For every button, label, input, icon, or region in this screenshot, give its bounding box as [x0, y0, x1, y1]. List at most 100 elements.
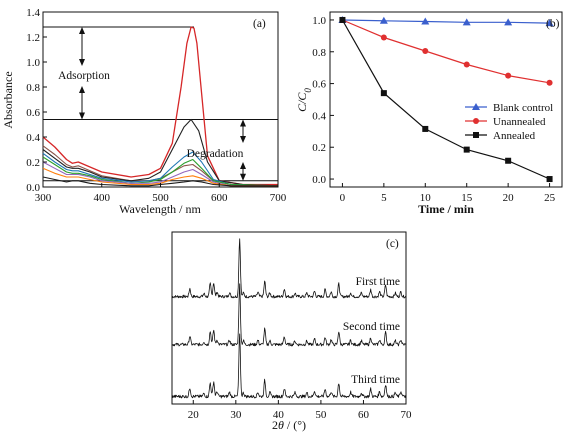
panel-a-frame	[42, 11, 279, 188]
panel-a-tick-labels: 300 400 500 600 700 0.0 0.2 0.4 0.6 0.8 1.0 1.2 1.4	[26, 7, 287, 204]
degradation-arrow-lower-head-up	[240, 162, 246, 169]
panel-b-x-tick-label: 25	[544, 192, 556, 204]
degradation-arrow-upper-head-up	[240, 119, 246, 127]
panel-a-y-tick-label: 1.2	[26, 32, 40, 44]
panel-a: 300 400 500 600 7000.00.20.40.60.81.01.21.4 …	[1, 7, 287, 216]
pattern-label-third: Third time	[351, 374, 400, 386]
panel-a-y-tick-label: 1.0	[26, 57, 40, 69]
panel-b-y-tick-label: 0.2	[312, 142, 326, 154]
data-point	[380, 34, 387, 41]
legend-label: Unannealed	[493, 116, 546, 128]
panel-a-y-tick-label: 0.2	[26, 157, 40, 169]
spectrum-line	[42, 118, 279, 187]
panel-a-x-tick-label: 300	[35, 192, 52, 204]
legend-label: Annealed	[493, 130, 536, 142]
panel-b-tick-labels: 0 5 10 15 20 25 0.0 0.2 0.4 0.6 0.8 1.0	[312, 15, 555, 204]
spectrum-line	[42, 151, 279, 187]
panel-a-x-tick-label: 500	[152, 192, 169, 204]
panel-b-y-axis-title: C/C0	[295, 88, 313, 112]
spectrum-line	[42, 26, 278, 186]
pattern-label-second: Second time	[343, 321, 400, 333]
legend-marker	[473, 132, 479, 138]
panel-a-y-tick-label: 0.4	[26, 132, 40, 144]
panel-a-x-tick-label: 700	[270, 192, 287, 204]
adsorption-arrow-lower-head-up	[79, 86, 85, 93]
xrd-pattern-line	[171, 238, 407, 299]
adsorption-arrow-upper-head-down	[79, 59, 85, 66]
data-point	[463, 146, 470, 153]
degradation-arrow-lower-head-down	[240, 173, 246, 181]
panel-b-y-tick-label: 0.6	[312, 79, 326, 91]
panel-b-x-tick-label: 15	[461, 192, 473, 204]
panel-c-frame	[171, 231, 407, 405]
panel-b-y-tick-label: 0.4	[312, 110, 326, 122]
adsorption-arrow-upper-head-up	[79, 27, 85, 34]
xrd-pattern-line	[171, 283, 407, 347]
panel-a-y-axis-title: Absorbance	[1, 71, 15, 128]
panel-a-spectra	[42, 26, 279, 187]
spectrum-line	[42, 156, 279, 187]
panel-b-x-tick-label: 5	[381, 192, 387, 204]
data-point	[379, 16, 388, 24]
panel-a-x-tick-label: 400	[94, 192, 111, 204]
panel-c-label: (c)	[386, 238, 399, 250]
data-point	[463, 61, 470, 68]
panel-b-frame	[329, 11, 563, 188]
spectrum-line	[42, 167, 278, 187]
panel-a-ticks	[42, 11, 279, 188]
panel-c-x-tick-label: 60	[358, 409, 370, 421]
series-line	[342, 19, 550, 24]
panel-b: 0 5 10 15 20 25 0.0 0.2 0.4 0.6 0.8 1.0 Blank contr…	[295, 11, 563, 216]
panel-c-x-tick-label: 70	[401, 409, 413, 421]
panel-b-label: (b)	[546, 18, 560, 30]
panel-c-x-tick-label: 20	[188, 409, 200, 421]
panel-a-label: (a)	[253, 18, 266, 30]
data-point	[505, 72, 512, 79]
legend-marker	[472, 103, 480, 110]
series-line	[341, 19, 550, 180]
spectrum-line	[42, 176, 278, 187]
pattern-label-first: First time	[356, 276, 400, 288]
panel-a-y-tick-label: 0.0	[26, 182, 40, 194]
data-point	[422, 125, 429, 132]
panel-a-arrows	[79, 27, 246, 181]
xrd-pattern-line	[172, 333, 407, 399]
data-point	[546, 79, 553, 86]
panel-b-series	[338, 15, 554, 183]
degradation-arrow-upper-head-down	[240, 136, 246, 143]
panel-c-patterns	[171, 238, 407, 399]
panel-b-x-tick-label: 10	[420, 192, 432, 204]
panel-b-y-tick-label: 0.0	[312, 174, 326, 186]
panel-c-tick-labels: 20 30 40 50 60 70	[188, 409, 412, 421]
adsorption-annotation: Adsorption	[58, 70, 110, 82]
panel-a-reference-lines	[43, 26, 278, 182]
legend-marker	[473, 118, 479, 124]
degradation-annotation: Degradation	[187, 148, 244, 160]
data-point	[421, 17, 430, 25]
panel-b-x-tick-label: 20	[503, 192, 515, 204]
panel-c-x-tick-label: 40	[273, 409, 285, 421]
panel-b-y-tick-label: 1.0	[312, 15, 326, 27]
data-point	[546, 176, 553, 183]
panel-c: 20 30 40 50 60 70 (c) First time Second time …	[171, 231, 412, 432]
panel-b-x-tick-label: 0	[340, 192, 346, 204]
data-point	[462, 18, 471, 26]
panel-c-x-tick-label: 50	[315, 409, 327, 421]
data-point	[422, 47, 429, 54]
panel-c-ticks	[192, 400, 407, 404]
spectrum-line	[42, 161, 278, 187]
legend-label: Blank control	[493, 102, 553, 114]
panel-b-x-axis-title: Time / min	[418, 202, 474, 216]
panel-c-x-axis-title: 2θ / (°)	[272, 418, 306, 432]
panel-b-ticks	[330, 19, 551, 187]
series-line	[342, 19, 550, 84]
data-point	[504, 18, 513, 26]
panel-c-x-tick-label: 30	[230, 409, 242, 421]
panel-b-legend: Blank control Unannealed Annealed	[465, 102, 553, 142]
adsorption-arrow-lower-head-down	[79, 112, 85, 120]
data-point	[380, 90, 387, 97]
data-point	[545, 19, 554, 27]
panel-a-y-tick-label: 1.4	[26, 7, 40, 19]
panel-a-x-tick-label: 600	[211, 192, 228, 204]
